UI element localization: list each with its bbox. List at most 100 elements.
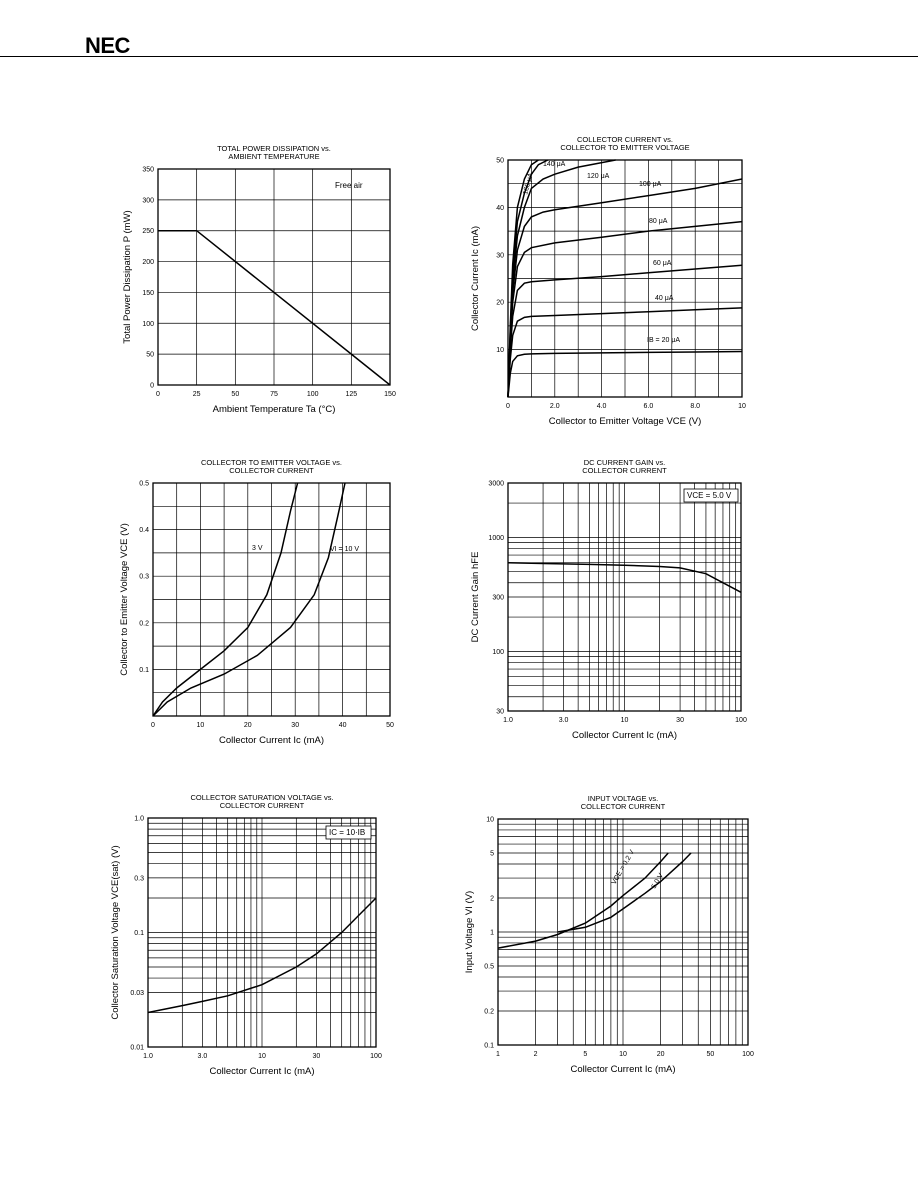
series-line [507,561,742,593]
series-line [557,852,692,933]
y-axis-label: Total Power Dissipation P (mW) [122,210,133,343]
y-axis-label: Collector Saturation Voltage VCE(sat) (V… [110,845,121,1019]
plot-frame [157,168,391,386]
series-line [507,307,743,398]
chart-collector-current: COLLECTOR CURRENT vs.COLLECTOR TO EMITTE… [470,135,746,427]
x-tick-label: 20 [657,1051,665,1058]
y-tick-label: 30 [496,252,504,259]
y-tick-label: 1 [490,930,494,937]
x-tick-label: 10 [619,1051,627,1058]
x-tick-label: 30 [312,1053,320,1060]
x-tick-label: 30 [291,722,299,729]
y-tick-label: 100 [142,321,154,328]
chart-title: INPUT VOLTAGE vs. [588,794,658,803]
plot-frame [152,482,391,717]
chart-title: COLLECTOR CURRENT [581,802,666,811]
y-tick-label: 1.0 [134,816,144,823]
y-tick-label: 250 [142,228,154,235]
x-axis-label: Collector to Emitter Voltage VCE (V) [549,416,702,427]
header-rule [0,56,918,57]
x-tick-label: 0 [506,403,510,410]
y-tick-label: 350 [142,167,154,174]
y-tick-label: 0.3 [139,574,149,581]
chart-power-dissipation: TOTAL POWER DISSIPATION vs.AMBIENT TEMPE… [122,144,396,415]
annotation-text: IC = 10·IB [329,828,365,837]
x-tick-label: 100 [370,1053,382,1060]
x-tick-label: 25 [193,391,201,398]
y-tick-label: 10 [486,817,494,824]
series-label: 3 V [252,545,263,552]
series-label: 40 μA [655,295,674,302]
series-label: VI = 10 V [330,546,359,553]
series-label: 140 μA [543,161,566,168]
x-tick-label: 8.0 [690,403,700,410]
x-tick-label: 40 [339,722,347,729]
y-tick-label: 0.03 [130,990,144,997]
y-tick-label: 3000 [488,481,504,488]
y-tick-label: 0.1 [484,1043,494,1050]
series-label: 80 μA [649,218,668,225]
plot-frame [497,818,749,1046]
x-axis-label: Collector Current Ic (mA) [570,1064,675,1075]
y-tick-label: 0.1 [139,667,149,674]
y-tick-label: 150 [142,290,154,297]
chart-vce-vs-ic: COLLECTOR TO EMITTER VOLTAGE vs.COLLECTO… [119,458,394,746]
chart-title: DC CURRENT GAIN vs. [584,458,666,467]
x-tick-label: 10 [258,1053,266,1060]
chart-title: TOTAL POWER DISSIPATION vs. [217,144,331,153]
plot-frame [147,817,377,1048]
annotation-box [325,825,372,840]
x-axis-label: Collector Current Ic (mA) [572,730,677,741]
plot-frame [507,482,742,712]
chart-title: AMBIENT TEMPERATURE [228,152,319,161]
x-tick-label: 3.0 [198,1053,208,1060]
y-tick-label: 0.2 [484,1008,494,1015]
x-tick-label: 0 [151,722,155,729]
x-tick-label: 1.0 [143,1053,153,1060]
y-tick-label: 0.1 [134,930,144,937]
x-tick-label: 100 [735,717,747,724]
x-tick-label: 50 [706,1051,714,1058]
series-label: VCE = 0.2 V [611,849,637,886]
series-label: IB = 20 μA [647,337,680,344]
x-tick-label: 5 [583,1051,587,1058]
x-axis-label: Ambient Temperature Ta (°C) [213,404,336,415]
chart-title: COLLECTOR SATURATION VOLTAGE vs. [190,793,333,802]
chart-input-voltage: INPUT VOLTAGE vs.COLLECTOR CURRENT 1 2 5 10 2… [464,794,754,1075]
y-tick-label: 50 [496,158,504,165]
annotation-text: Free air [335,181,363,190]
y-tick-label: 2 [490,895,494,902]
y-tick-label: 200 [142,259,154,266]
y-axis-label: Input Voltage VI (V) [464,891,475,973]
y-tick-label: 50 [146,352,154,359]
y-tick-label: 300 [142,197,154,204]
y-tick-label: 40 [496,205,504,212]
series-label: 100 μA [639,181,662,188]
x-tick-label: 0 [156,391,160,398]
x-tick-label: 100 [742,1051,754,1058]
x-tick-label: 20 [244,722,252,729]
x-tick-label: 3.0 [559,717,569,724]
y-tick-label: 0.3 [134,875,144,882]
y-tick-label: 0.5 [484,964,494,971]
y-tick-label: 30 [496,709,504,716]
series-line [158,229,391,386]
series-line [507,350,743,398]
chart-vce-sat: COLLECTOR SATURATION VOLTAGE vs.COLLECTO… [110,793,382,1077]
x-axis-label: Collector Current Ic (mA) [209,1066,314,1077]
y-tick-label: 10 [496,347,504,354]
y-tick-label: 0.4 [139,527,149,534]
x-tick-label: 2.0 [550,403,560,410]
plot-frame [507,159,743,398]
annotation-text: VCE = 5.0 V [687,491,732,500]
y-tick-label: 20 [496,300,504,307]
annotation-box [683,488,739,503]
x-tick-label: 50 [231,391,239,398]
series-line [497,852,669,949]
x-tick-label: 50 [386,722,394,729]
x-tick-label: 2 [534,1051,538,1058]
x-tick-label: 1.0 [503,717,513,724]
y-tick-label: 0.5 [139,481,149,488]
chart-title: COLLECTOR TO EMITTER VOLTAGE [560,143,689,152]
